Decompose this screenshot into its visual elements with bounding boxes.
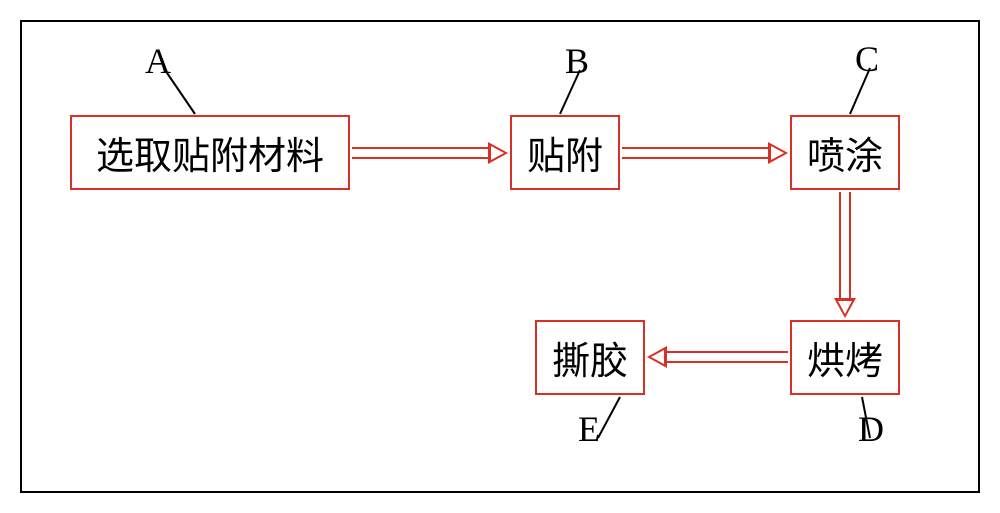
leader-lines [0,0,1000,513]
